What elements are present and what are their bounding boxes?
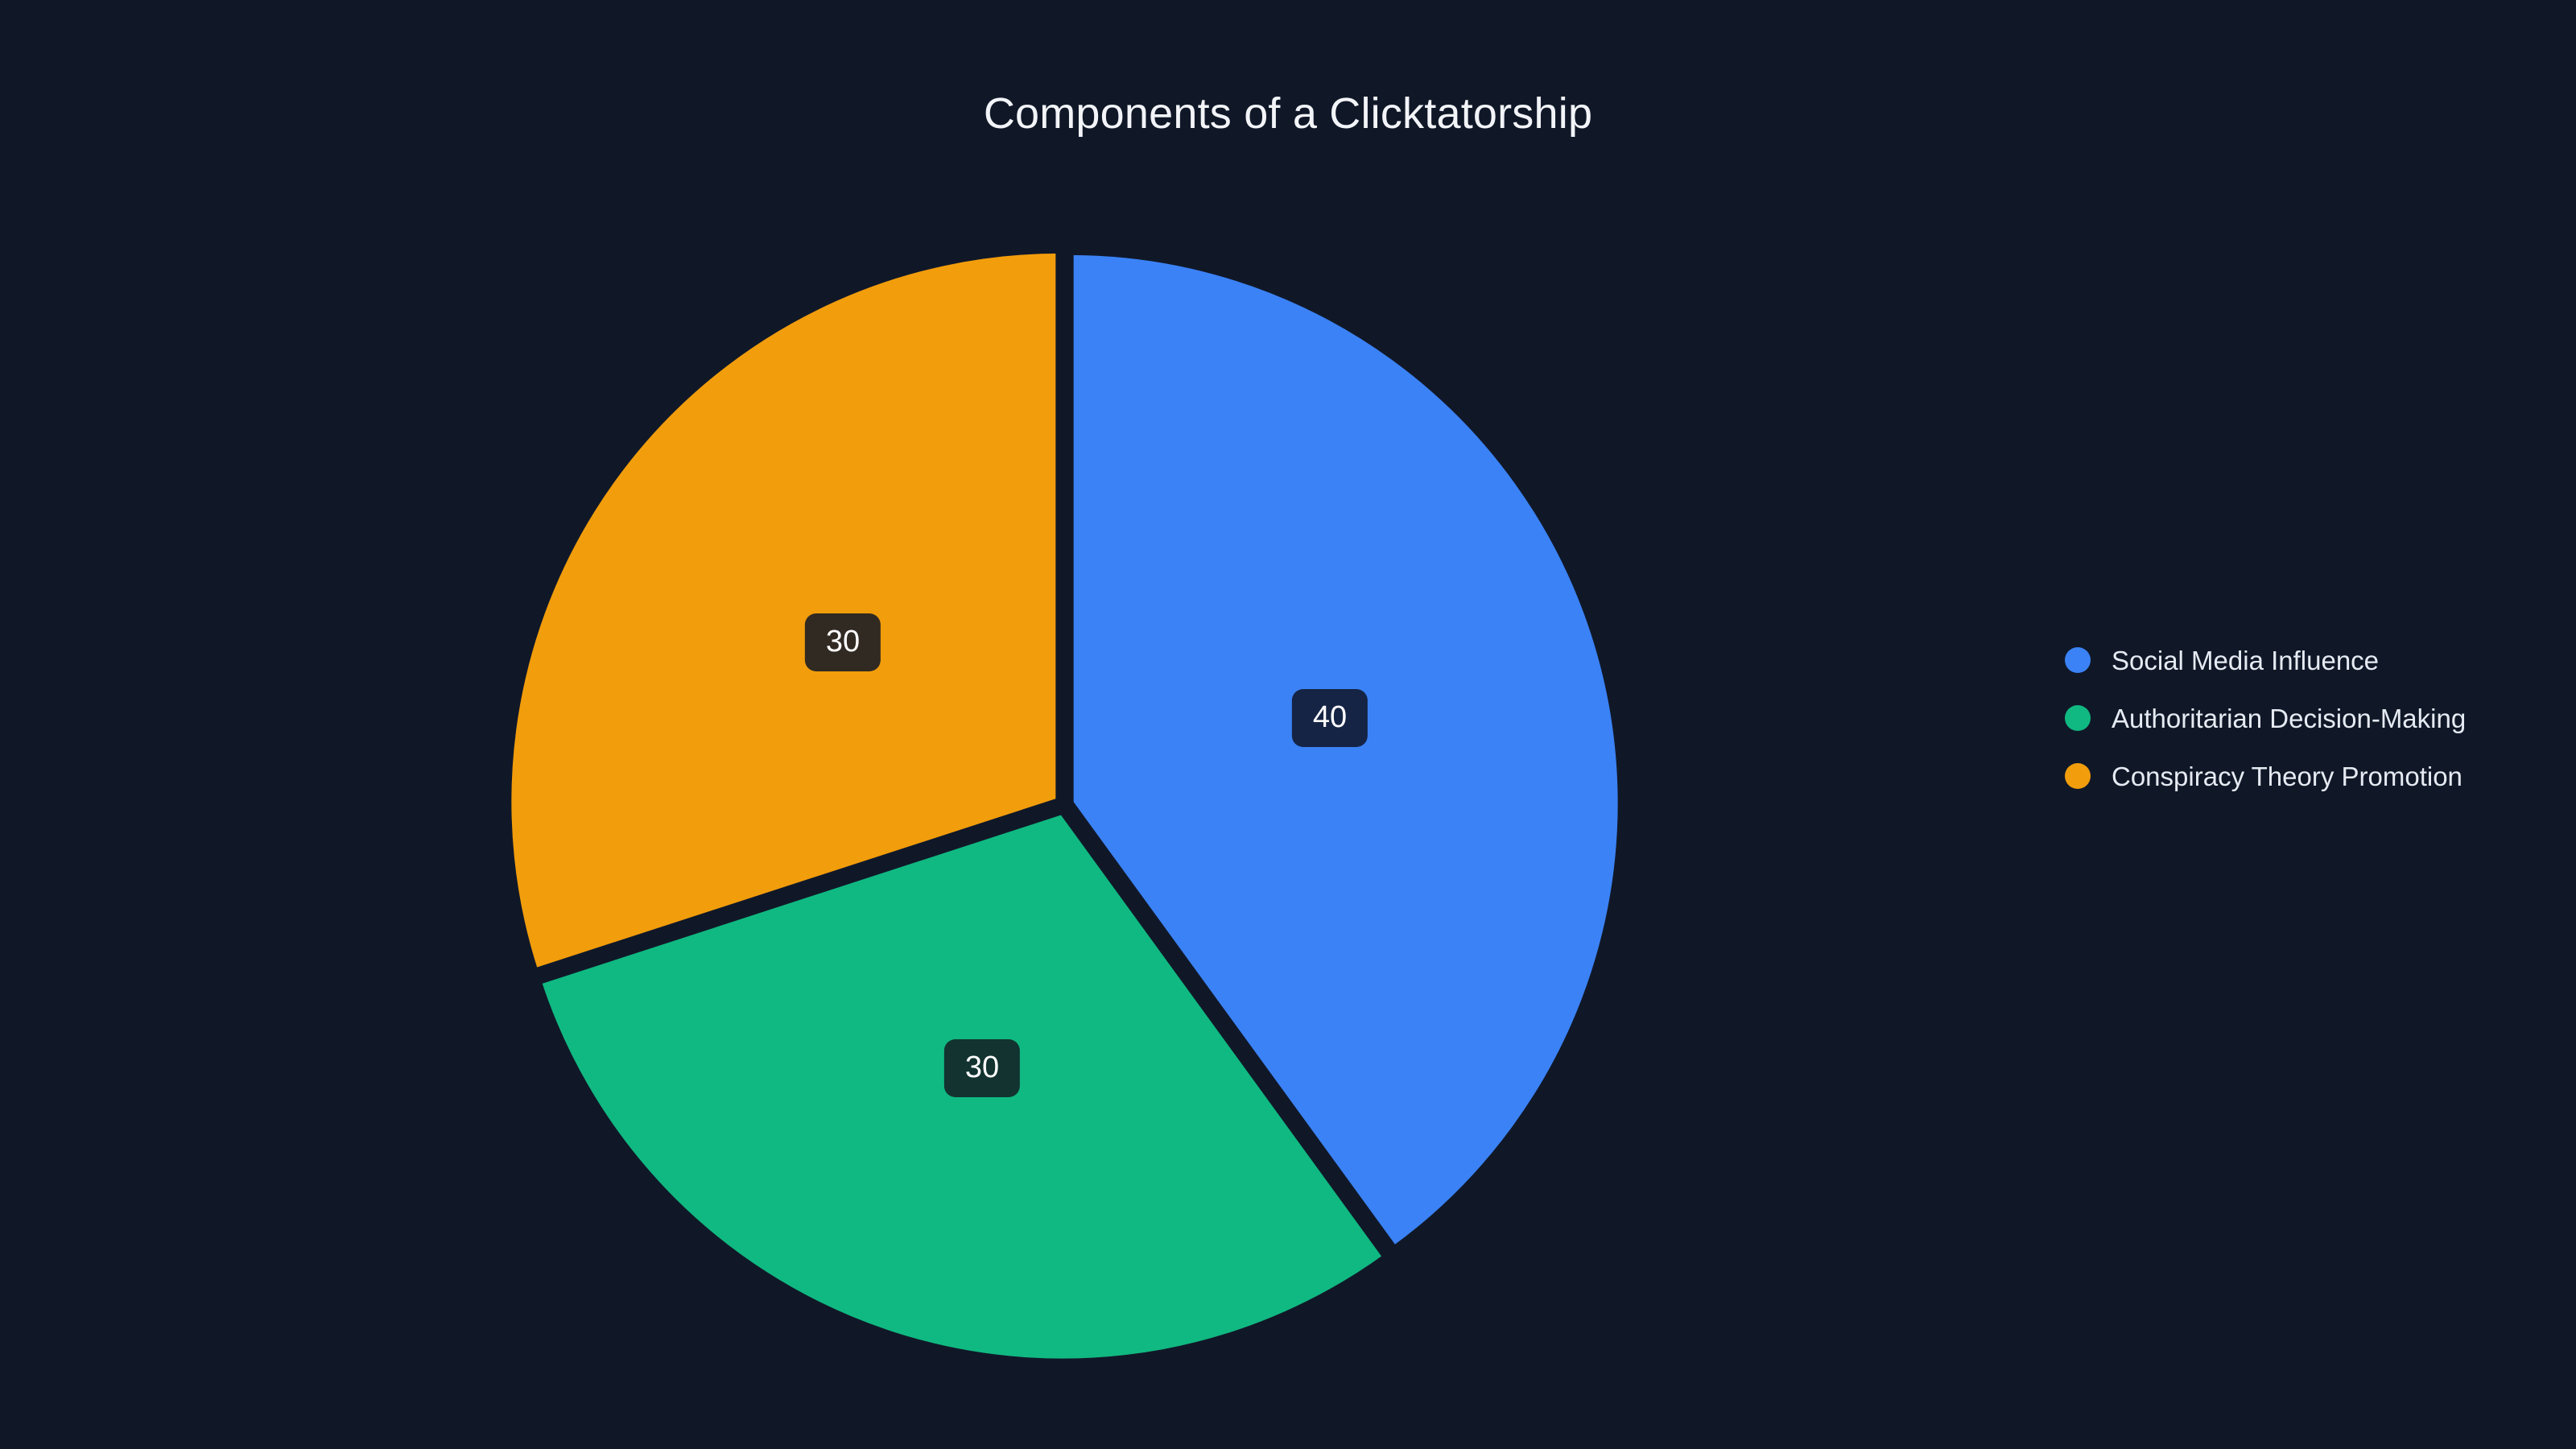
pie-svg	[503, 245, 1626, 1367]
data-label-conspiracy-theory-promotion: 30	[804, 613, 881, 671]
legend-item-social-media-influence[interactable]: Social Media Influence	[2065, 644, 2466, 676]
legend-swatch-icon	[2065, 763, 2091, 789]
pie-plot-area: 40 30 30	[503, 245, 1626, 1367]
pie-slice[interactable]	[503, 245, 1064, 976]
pie-slice[interactable]	[1065, 246, 1626, 1254]
legend-swatch-icon	[2065, 705, 2091, 731]
legend-item-label: Authoritarian Decision-Making	[2112, 703, 2467, 733]
data-label-authoritarian-decision-making: 30	[943, 1039, 1021, 1097]
legend-item-label: Social Media Influence	[2112, 645, 2380, 675]
chart-legend: Social Media Influence Authoritarian Dec…	[2065, 644, 2466, 792]
legend-swatch-icon	[2065, 647, 2091, 673]
pie-slices-group	[503, 245, 1626, 1367]
legend-item-conspiracy-theory-promotion[interactable]: Conspiracy Theory Promotion	[2065, 760, 2466, 792]
legend-item-authoritarian-decision-making[interactable]: Authoritarian Decision-Making	[2065, 702, 2466, 734]
data-label-social-media-influence: 40	[1291, 689, 1368, 747]
chart-title: Components of a Clicktatorship	[983, 89, 1593, 138]
legend-item-label: Conspiracy Theory Promotion	[2112, 761, 2462, 791]
